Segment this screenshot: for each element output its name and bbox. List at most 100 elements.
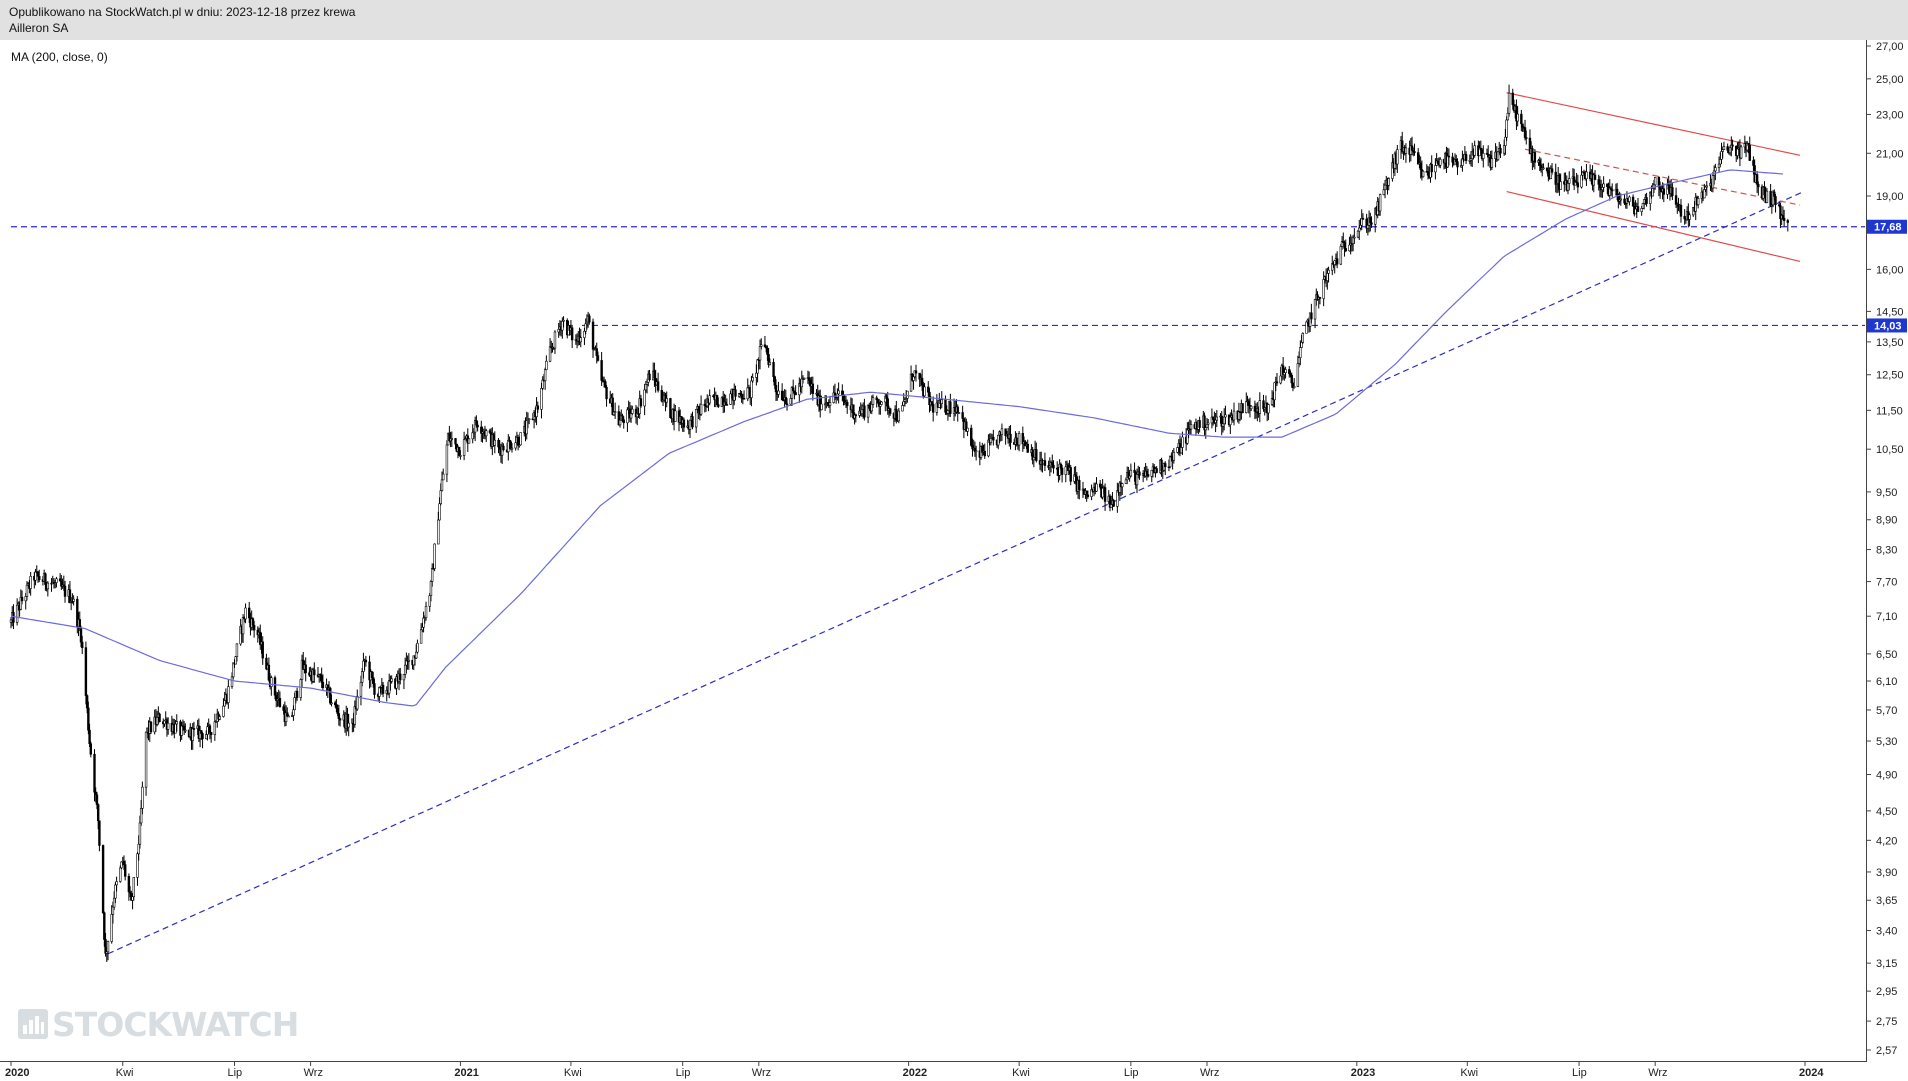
candle-body [403,664,407,675]
candle-body [191,728,194,741]
candle [1496,151,1500,161]
candle [93,749,96,802]
candle [914,364,918,382]
candle-body [416,642,419,653]
candle-body [329,687,332,704]
candle-body [163,720,166,725]
candle-body [1636,206,1640,212]
price-chart[interactable]: 27,00 25,00 23,00 21,00 19,00 16,00 14,50 13,50… [0,40,1908,1081]
candle [833,383,837,401]
candle [717,397,720,409]
candle [973,441,977,457]
candle [1250,405,1253,412]
candle-body [1221,423,1225,427]
candle [725,398,729,406]
candle-body [1059,463,1063,469]
candle-body [644,384,648,391]
candle-body [1085,490,1088,496]
candle-body [415,651,418,659]
candle [106,940,110,961]
candle-body [852,404,855,419]
candle [1292,378,1296,389]
candle-body [866,404,870,418]
y-tick-label: 8,30 [1876,545,1897,557]
candle [611,393,614,416]
candle [956,404,959,422]
x-tick-label: Lip [227,1067,242,1079]
candle-body [356,695,359,710]
candle-body [604,381,607,388]
candle [480,420,483,442]
candle-body [1717,163,1721,168]
candle-body [1576,182,1580,188]
candle [1241,403,1244,414]
candle-body [613,411,617,413]
candle-body [1473,145,1476,156]
candle [553,330,557,354]
candle [918,372,921,387]
candle [321,674,325,691]
x-tick-label: Kwi [1460,1067,1478,1079]
candle [163,720,166,727]
candle [278,691,282,708]
candle-body [697,406,700,411]
candle-body [791,387,795,392]
candle [1769,183,1772,208]
candle [536,401,539,413]
candle [811,376,815,401]
y-tick-label: 4,50 [1876,806,1897,818]
candle [419,623,423,644]
candle [1245,392,1248,414]
candle [1224,405,1227,425]
level-price-box [1867,318,1907,333]
candle-body [347,722,350,728]
candle [1504,129,1507,155]
candle [123,860,127,881]
candle [628,402,632,423]
candle [1575,172,1578,184]
candle-body [335,704,338,709]
candle [1401,131,1404,154]
candle-body [1366,225,1370,229]
candle [1203,412,1206,436]
candle-body [1703,189,1706,199]
candle [643,383,646,416]
candle-body [724,401,727,405]
candle [359,675,363,706]
y-tick-label: 6,10 [1876,676,1897,688]
candle-body [120,861,123,869]
candle [525,411,528,440]
candle-body [85,695,89,709]
candle-body [1779,205,1782,219]
candle-body [1215,416,1219,421]
candle-body [29,576,32,589]
candle-body [1645,197,1648,204]
candle-body [498,446,501,450]
candle [60,575,63,590]
candle-body [901,405,904,412]
candle-body [1426,171,1430,176]
candle-body [44,573,47,585]
candle [758,339,762,370]
candle [1299,340,1302,366]
candle-body [841,390,844,396]
candle [58,573,62,582]
candle-body [579,337,582,343]
candle-body [9,619,13,623]
candle-body [510,447,514,450]
candle-body [321,681,325,688]
candle [1103,483,1107,511]
x-tick-label: Wrz [1200,1067,1219,1079]
candle-body [965,421,968,432]
candle-body [1290,374,1293,384]
candle-body [299,679,302,698]
candle-body [1662,188,1665,195]
candle [510,443,514,453]
candle-body [1211,416,1215,420]
candle [1301,332,1304,344]
candle-body [1506,112,1510,121]
candle-body [1683,216,1686,220]
candle [931,396,935,422]
candle [1327,266,1330,283]
candle-body [970,427,973,446]
